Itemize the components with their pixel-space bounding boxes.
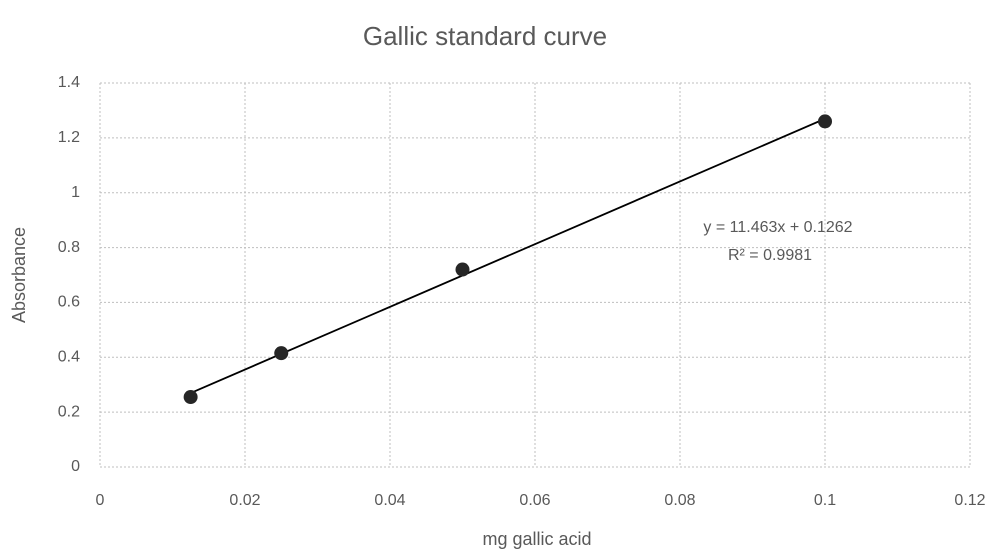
y-tick-label: 1.2 [58, 129, 80, 146]
y-tick-label: 0.2 [58, 403, 80, 420]
y-tick-label: 0.6 [58, 294, 80, 311]
trendline-r-squared: R² = 0.9981 [728, 247, 812, 264]
data-point [818, 114, 832, 128]
trendline-equation: y = 11.463x + 0.1262 [703, 219, 852, 236]
x-tick-label: 0.02 [229, 492, 260, 509]
x-tick-label: 0.08 [664, 492, 695, 509]
data-point [456, 263, 470, 277]
data-point [184, 390, 198, 404]
chart-title: Gallic standard curve [363, 21, 607, 51]
x-tick-label: 0.1 [814, 492, 836, 509]
x-tick-label: 0.04 [374, 492, 405, 509]
y-tick-label: 1 [71, 184, 80, 201]
x-tick-label: 0.06 [519, 492, 550, 509]
y-tick-label: 0.4 [58, 349, 80, 366]
x-tick-label: 0 [96, 492, 105, 509]
y-tick-label: 0 [71, 458, 80, 475]
x-tick-label: 0.12 [954, 492, 985, 509]
chart: Gallic standard curve Absorbance mg gall… [0, 0, 995, 555]
x-axis-label: mg gallic acid [482, 529, 591, 549]
y-tick-label: 1.4 [58, 74, 80, 91]
data-point [274, 346, 288, 360]
y-axis-label: Absorbance [9, 227, 29, 323]
y-tick-label: 0.8 [58, 239, 80, 256]
